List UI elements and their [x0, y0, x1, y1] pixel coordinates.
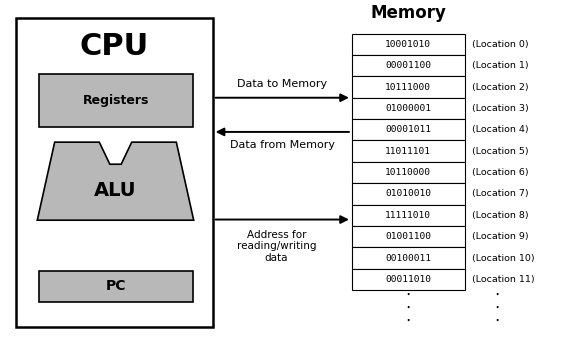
Text: 01000001: 01000001 — [385, 104, 431, 113]
Text: 11111010: 11111010 — [385, 211, 431, 220]
Bar — [352, 34, 465, 55]
Text: (Location 2): (Location 2) — [472, 82, 528, 92]
Text: Address for
reading/writing
data: Address for reading/writing data — [237, 230, 316, 263]
Text: 00100011: 00100011 — [385, 253, 431, 263]
Text: 10110000: 10110000 — [385, 168, 431, 177]
Bar — [16, 18, 213, 327]
Text: 10111000: 10111000 — [385, 82, 431, 92]
Text: (Location 10): (Location 10) — [472, 253, 534, 263]
Text: ⋅: ⋅ — [494, 312, 499, 330]
Bar — [352, 141, 465, 162]
Text: (Location 8): (Location 8) — [472, 211, 528, 220]
Text: (Location 6): (Location 6) — [472, 168, 528, 177]
Text: Memory: Memory — [370, 4, 446, 22]
Text: ⋅: ⋅ — [494, 286, 499, 304]
Text: ⋅: ⋅ — [406, 286, 411, 304]
Bar — [352, 98, 465, 119]
Text: ⋅: ⋅ — [494, 299, 499, 317]
Bar — [352, 226, 465, 247]
Text: 11011101: 11011101 — [385, 147, 431, 156]
Text: (Location 1): (Location 1) — [472, 61, 528, 70]
Text: 01001100: 01001100 — [385, 232, 431, 241]
Text: (Location 11): (Location 11) — [472, 275, 534, 284]
Text: ALU: ALU — [94, 181, 137, 200]
Text: 10001010: 10001010 — [385, 40, 431, 49]
Bar — [352, 247, 465, 269]
Bar — [352, 205, 465, 226]
Text: (Location 7): (Location 7) — [472, 189, 528, 198]
Text: Data from Memory: Data from Memory — [230, 141, 335, 150]
Bar — [352, 162, 465, 183]
Text: 00011010: 00011010 — [385, 275, 431, 284]
Text: Registers: Registers — [83, 94, 149, 107]
Text: Data to Memory: Data to Memory — [237, 79, 327, 89]
Text: (Location 0): (Location 0) — [472, 40, 528, 49]
Polygon shape — [37, 142, 194, 220]
Bar — [352, 55, 465, 76]
Bar — [352, 76, 465, 98]
Bar — [39, 271, 193, 302]
Text: (Location 4): (Location 4) — [472, 125, 528, 134]
Text: (Location 5): (Location 5) — [472, 147, 528, 156]
Text: 00001011: 00001011 — [385, 125, 431, 134]
Bar — [39, 74, 193, 127]
Text: PC: PC — [105, 279, 126, 293]
Text: 01010010: 01010010 — [385, 189, 431, 198]
Bar — [352, 183, 465, 205]
Text: CPU: CPU — [80, 32, 149, 61]
Text: (Location 3): (Location 3) — [472, 104, 528, 113]
Text: 00001100: 00001100 — [385, 61, 431, 70]
Bar — [352, 269, 465, 290]
Text: ⋅: ⋅ — [406, 299, 411, 317]
Text: (Location 9): (Location 9) — [472, 232, 528, 241]
Bar — [352, 119, 465, 141]
Text: ⋅: ⋅ — [406, 312, 411, 330]
